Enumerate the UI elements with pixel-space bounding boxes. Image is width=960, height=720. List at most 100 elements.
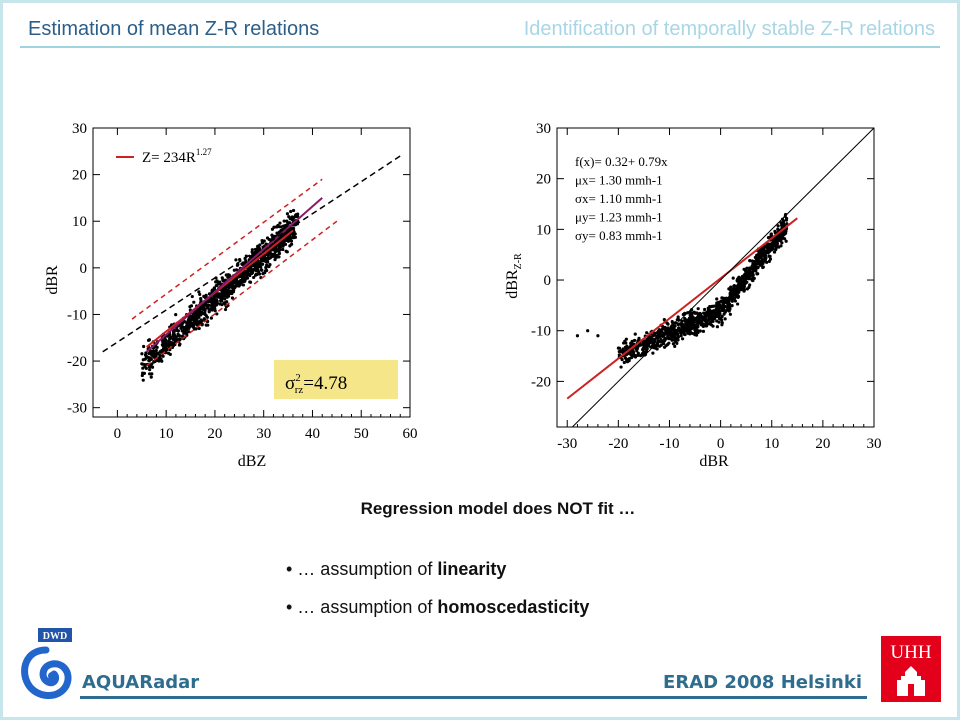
data-point <box>629 341 633 346</box>
data-point <box>719 299 723 303</box>
data-point <box>284 249 288 253</box>
data-point <box>268 263 272 267</box>
data-point <box>736 302 740 306</box>
data-point <box>278 245 283 249</box>
y-tick-label: 30 <box>536 121 551 137</box>
x-tick-label: 20 <box>207 426 222 442</box>
data-point <box>189 304 194 308</box>
uhh-logo: UHH <box>881 636 941 702</box>
data-point <box>224 273 228 277</box>
data-point <box>718 304 722 308</box>
data-point <box>768 254 772 258</box>
data-point <box>767 259 771 263</box>
data-point <box>701 329 706 333</box>
data-point <box>744 270 748 275</box>
footer-divider <box>80 696 867 699</box>
right-stats-block: f(x)= 0.32+ 0.79x μx= 1.30 mmh-1 σx= 1.10 … <box>575 154 668 243</box>
data-point <box>670 320 674 324</box>
data-point <box>191 325 195 329</box>
data-point <box>221 278 225 282</box>
data-point <box>256 244 260 248</box>
data-point <box>669 334 673 338</box>
data-point <box>241 277 246 281</box>
data-point <box>141 358 145 362</box>
data-point <box>265 268 269 273</box>
data-point <box>748 270 753 274</box>
y-tick-label: -20 <box>531 374 551 390</box>
data-point <box>183 320 188 324</box>
data-point <box>230 296 235 300</box>
data-point <box>702 323 706 327</box>
svg-text:UHH: UHH <box>890 642 931 663</box>
data-point <box>747 285 751 290</box>
data-point <box>670 338 674 342</box>
data-point <box>662 318 666 322</box>
data-point <box>773 242 777 246</box>
data-point <box>223 297 227 301</box>
data-point <box>290 215 294 219</box>
data-point <box>676 315 680 319</box>
left-axis-ticks: 0 10 20 30 40 50 60 -30 -20 -10 0 10 20 30 <box>67 121 418 442</box>
y-tick-label: -20 <box>67 354 87 370</box>
data-point <box>263 254 267 258</box>
data-point <box>174 338 178 342</box>
data-point <box>248 280 253 284</box>
stat-line: σy= 0.83 mmh-1 <box>575 228 663 243</box>
y-tick-label: 20 <box>72 168 87 184</box>
data-point <box>142 344 146 349</box>
data-point <box>689 308 694 312</box>
data-point <box>208 308 213 312</box>
data-point <box>666 322 670 326</box>
data-point <box>627 357 631 361</box>
data-point <box>650 340 654 344</box>
fit-line <box>145 197 323 353</box>
data-point <box>736 277 740 281</box>
data-point <box>203 311 207 315</box>
data-point <box>234 268 239 272</box>
y-tick-label: -30 <box>67 401 87 417</box>
dwd-logo: DWD <box>21 628 72 699</box>
data-point <box>715 319 719 323</box>
data-point <box>658 335 662 339</box>
data-point <box>663 325 667 330</box>
data-point <box>680 337 685 341</box>
data-point <box>245 271 250 275</box>
data-point <box>675 318 679 322</box>
data-point <box>270 254 274 259</box>
data-point <box>252 275 256 280</box>
data-point <box>161 344 165 348</box>
data-point <box>279 225 283 229</box>
data-point <box>168 337 172 341</box>
data-point <box>140 352 144 356</box>
data-point <box>687 316 692 320</box>
x-tick-label: 40 <box>305 426 320 442</box>
data-point <box>746 274 750 278</box>
data-point <box>191 312 196 316</box>
data-point <box>779 237 784 241</box>
left-ylabel: dBR <box>44 265 61 295</box>
data-point <box>168 342 173 346</box>
data-point <box>203 295 207 299</box>
data-point <box>624 337 628 341</box>
x-tick-label: 50 <box>354 426 369 442</box>
data-point <box>234 258 238 262</box>
data-point <box>762 251 766 256</box>
data-point <box>734 293 738 297</box>
data-point <box>189 321 193 325</box>
data-point <box>278 248 282 252</box>
x-tick-label: 0 <box>114 426 122 442</box>
data-point <box>730 304 734 308</box>
data-point <box>784 239 788 243</box>
data-point <box>217 292 221 296</box>
footer-right: ERAD 2008 Helsinki <box>663 672 862 693</box>
fit-line <box>566 217 798 400</box>
data-point <box>631 350 636 355</box>
data-point <box>741 288 746 292</box>
data-point <box>278 221 282 225</box>
data-point <box>662 339 667 343</box>
data-point <box>272 252 277 256</box>
data-point <box>682 332 687 337</box>
data-point <box>176 329 180 333</box>
data-point <box>190 294 194 299</box>
data-point <box>185 331 189 335</box>
